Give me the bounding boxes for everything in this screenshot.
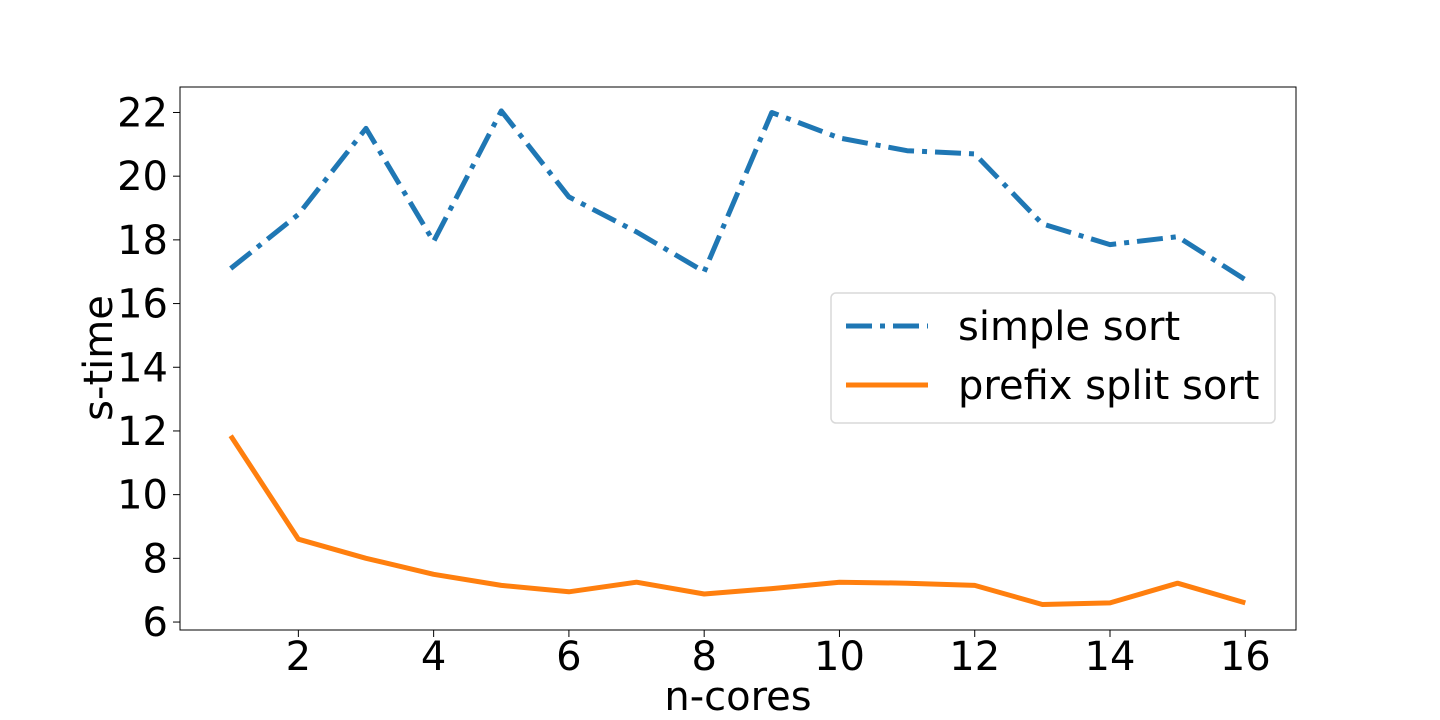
- x-tick-label: 12: [949, 634, 1000, 680]
- legend: simple sort prefix split sort: [830, 292, 1276, 424]
- y-tick-label: 12: [117, 409, 168, 455]
- y-tick-label: 10: [117, 473, 168, 519]
- x-axis-label: n-cores: [664, 674, 811, 720]
- y-tick-label: 6: [143, 600, 168, 646]
- y-tick-label: 20: [117, 154, 168, 200]
- legend-box: [830, 292, 1276, 424]
- series-line-prefix-split-sort: [228, 434, 1246, 607]
- y-tick-label: 14: [117, 345, 168, 391]
- y-tick-label: 16: [117, 282, 168, 328]
- y-axis-label: s-time: [76, 295, 122, 421]
- x-tick-label: 14: [1085, 634, 1136, 680]
- x-tick-label: 16: [1220, 634, 1271, 680]
- y-tick-label: 22: [117, 90, 168, 136]
- x-axis: 2 4 6 8 10 12 14 16: [286, 630, 1271, 680]
- legend-label-simple-sort: simple sort: [958, 304, 1180, 350]
- legend-label-prefix-split-sort: prefix split sort: [958, 363, 1259, 409]
- y-tick-label: 18: [117, 218, 168, 264]
- x-tick-label: 4: [421, 634, 446, 680]
- y-axis: 6 8 10 12 14 16 18 20 22: [117, 90, 180, 646]
- x-tick-label: 8: [691, 634, 716, 680]
- x-tick-label: 6: [556, 634, 581, 680]
- x-tick-label: 2: [286, 634, 311, 680]
- series-layer: [228, 108, 1247, 607]
- x-tick-label: 10: [814, 634, 865, 680]
- y-tick-label: 8: [143, 536, 168, 582]
